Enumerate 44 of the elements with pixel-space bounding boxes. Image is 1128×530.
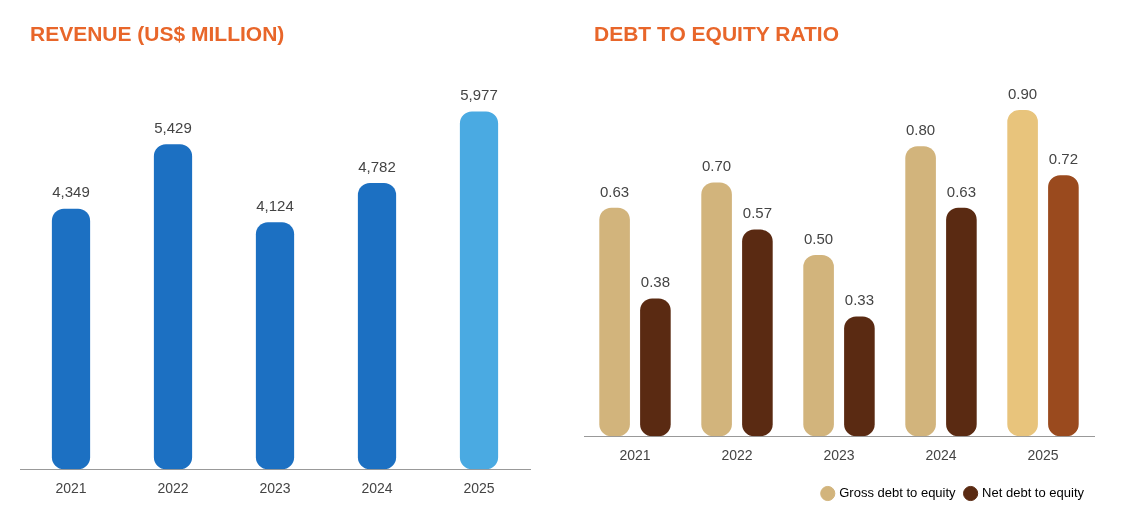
data-label: 0.57: [742, 204, 772, 222]
data-label: 5,977: [460, 86, 498, 104]
x-tick-label: 2023: [259, 480, 291, 497]
x-tick-label: 2022: [157, 480, 189, 497]
bar: [1007, 110, 1038, 437]
bar: [1048, 175, 1079, 437]
chart-title: REVENUE (US$ MILLION): [30, 22, 285, 46]
data-label: 4,782: [358, 157, 396, 175]
bar: [905, 146, 936, 437]
bar: [946, 207, 977, 437]
x-tick-label: 2025: [463, 480, 495, 497]
x-tick-label: 2025: [1027, 447, 1059, 464]
data-label: 0.50: [804, 229, 834, 247]
data-label: 5,429: [154, 118, 192, 136]
data-label: 4,124: [256, 196, 294, 214]
bar: [357, 182, 397, 470]
bar: [255, 222, 295, 470]
bar: [844, 316, 875, 437]
x-tick-label: 2021: [55, 480, 87, 497]
data-label: 0.72: [1048, 149, 1078, 167]
legend-label: Net debt to equity: [982, 485, 1085, 501]
x-tick-label: 2021: [619, 447, 651, 464]
data-label: 0.70: [702, 157, 732, 175]
data-label: 0.80: [906, 120, 936, 138]
data-label: 0.33: [844, 291, 874, 309]
chart-title: DEBT TO EQUITY RATIO: [594, 22, 840, 46]
data-label: 0.63: [600, 182, 630, 200]
x-tick-label: 2022: [721, 447, 753, 464]
data-label: 0.90: [1008, 84, 1038, 102]
x-tick-label: 2023: [823, 447, 855, 464]
data-label: 0.38: [640, 273, 670, 291]
bar: [640, 298, 671, 437]
legend-label: Gross debt to equity: [839, 485, 957, 501]
bar: [701, 182, 732, 437]
bar: [803, 254, 834, 437]
bar: [51, 208, 91, 470]
bar: [742, 229, 773, 437]
data-label: 0.63: [946, 182, 976, 200]
x-tick-label: 2024: [925, 447, 957, 464]
bar: [153, 144, 193, 470]
data-label: 4,349: [52, 183, 90, 201]
bar: [599, 207, 630, 437]
x-tick-label: 2024: [361, 480, 393, 497]
bar: [459, 111, 499, 470]
